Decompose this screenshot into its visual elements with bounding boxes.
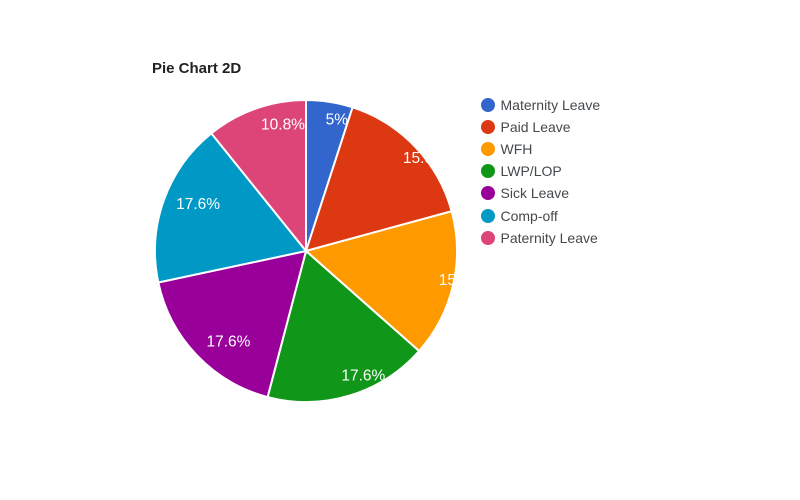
svg-text:17.6%: 17.6% bbox=[176, 196, 220, 213]
svg-text:15.8%: 15.8% bbox=[403, 150, 447, 167]
svg-text:17.6%: 17.6% bbox=[341, 367, 385, 384]
svg-text:15.8%: 15.8% bbox=[439, 272, 483, 289]
svg-text:17.6%: 17.6% bbox=[206, 333, 250, 350]
svg-text:5%: 5% bbox=[326, 112, 349, 129]
svg-text:10.8%: 10.8% bbox=[261, 116, 305, 133]
